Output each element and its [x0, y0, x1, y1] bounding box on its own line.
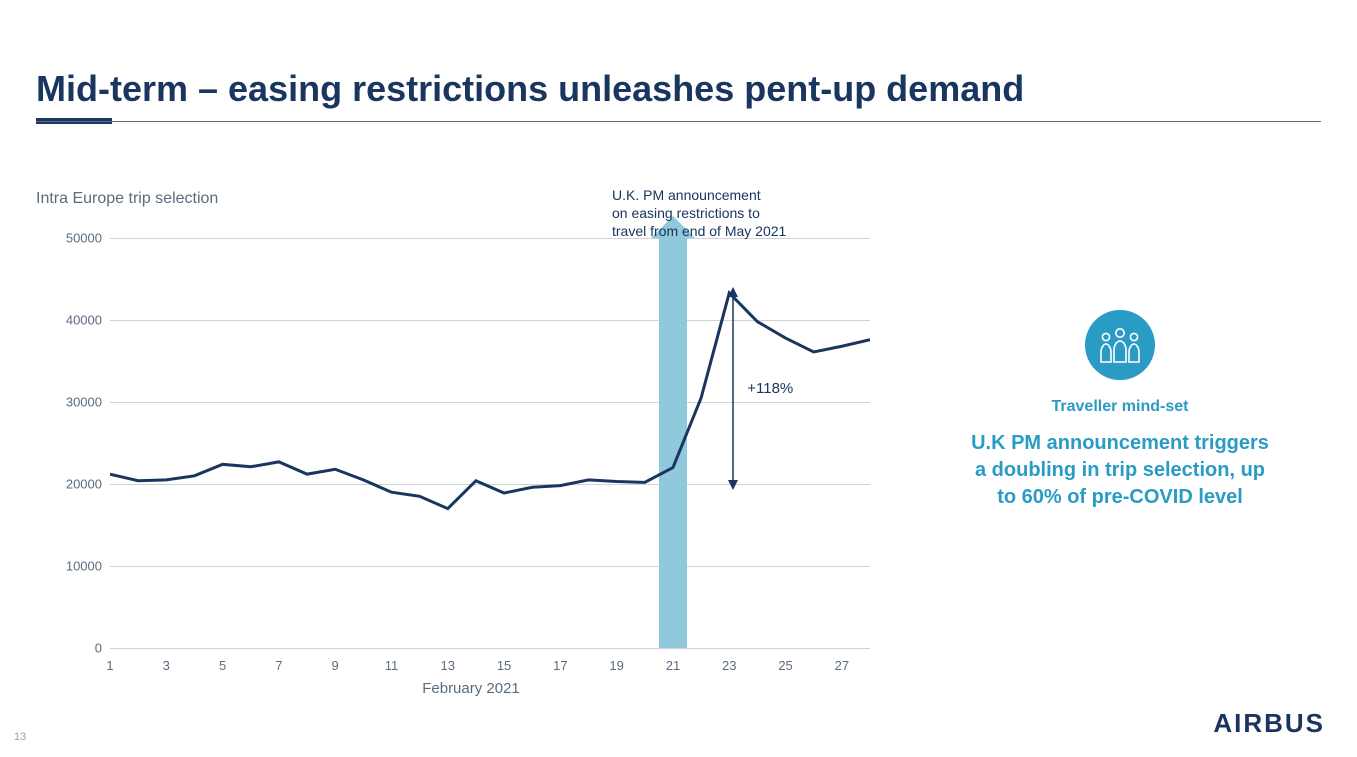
x-tick-label: 3 [163, 658, 170, 673]
sidebar-info: Traveller mind-set U.K PM announcement t… [940, 310, 1300, 511]
x-tick-label: 11 [385, 658, 399, 673]
chart-container: Intra Europe trip selection 010000200003… [36, 190, 906, 710]
airbus-logo: AIRBUS [1213, 708, 1325, 739]
x-tick-label: 15 [497, 658, 511, 673]
x-tick-label: 5 [219, 658, 226, 673]
delta-label: +118% [747, 380, 793, 397]
chart-annotation: U.K. PM announcementon easing restrictio… [612, 186, 842, 241]
chart-plot: 0100002000030000400005000013579111315171… [110, 238, 870, 648]
x-tick-label: 23 [722, 658, 736, 673]
x-axis-label: February 2021 [422, 680, 520, 697]
x-tick-label: 17 [553, 658, 567, 673]
data-line [110, 293, 870, 509]
title-rule [36, 121, 1321, 122]
sidebar-caption: Traveller mind-set [940, 398, 1300, 416]
line-chart-svg [110, 238, 870, 648]
x-tick-label: 21 [666, 658, 680, 673]
x-tick-label: 9 [332, 658, 339, 673]
x-tick-label: 1 [106, 658, 113, 673]
y-tick-label: 10000 [42, 559, 102, 574]
x-tick-label: 7 [275, 658, 282, 673]
y-tick-label: 0 [42, 641, 102, 656]
x-tick-label: 25 [778, 658, 792, 673]
x-tick-label: 19 [609, 658, 623, 673]
y-tick-label: 50000 [42, 231, 102, 246]
people-icon [1085, 310, 1155, 380]
gridline [110, 648, 870, 649]
x-tick-label: 13 [441, 658, 455, 673]
sidebar-body: U.K PM announcement triggersa doubling i… [940, 430, 1300, 511]
y-tick-label: 30000 [42, 395, 102, 410]
slide-title: Mid-term – easing restrictions unleashes… [36, 68, 1024, 110]
y-tick-label: 40000 [42, 313, 102, 328]
page-number: 13 [14, 731, 26, 743]
y-tick-label: 20000 [42, 477, 102, 492]
x-tick-label: 27 [835, 658, 849, 673]
delta-arrow [727, 287, 747, 490]
